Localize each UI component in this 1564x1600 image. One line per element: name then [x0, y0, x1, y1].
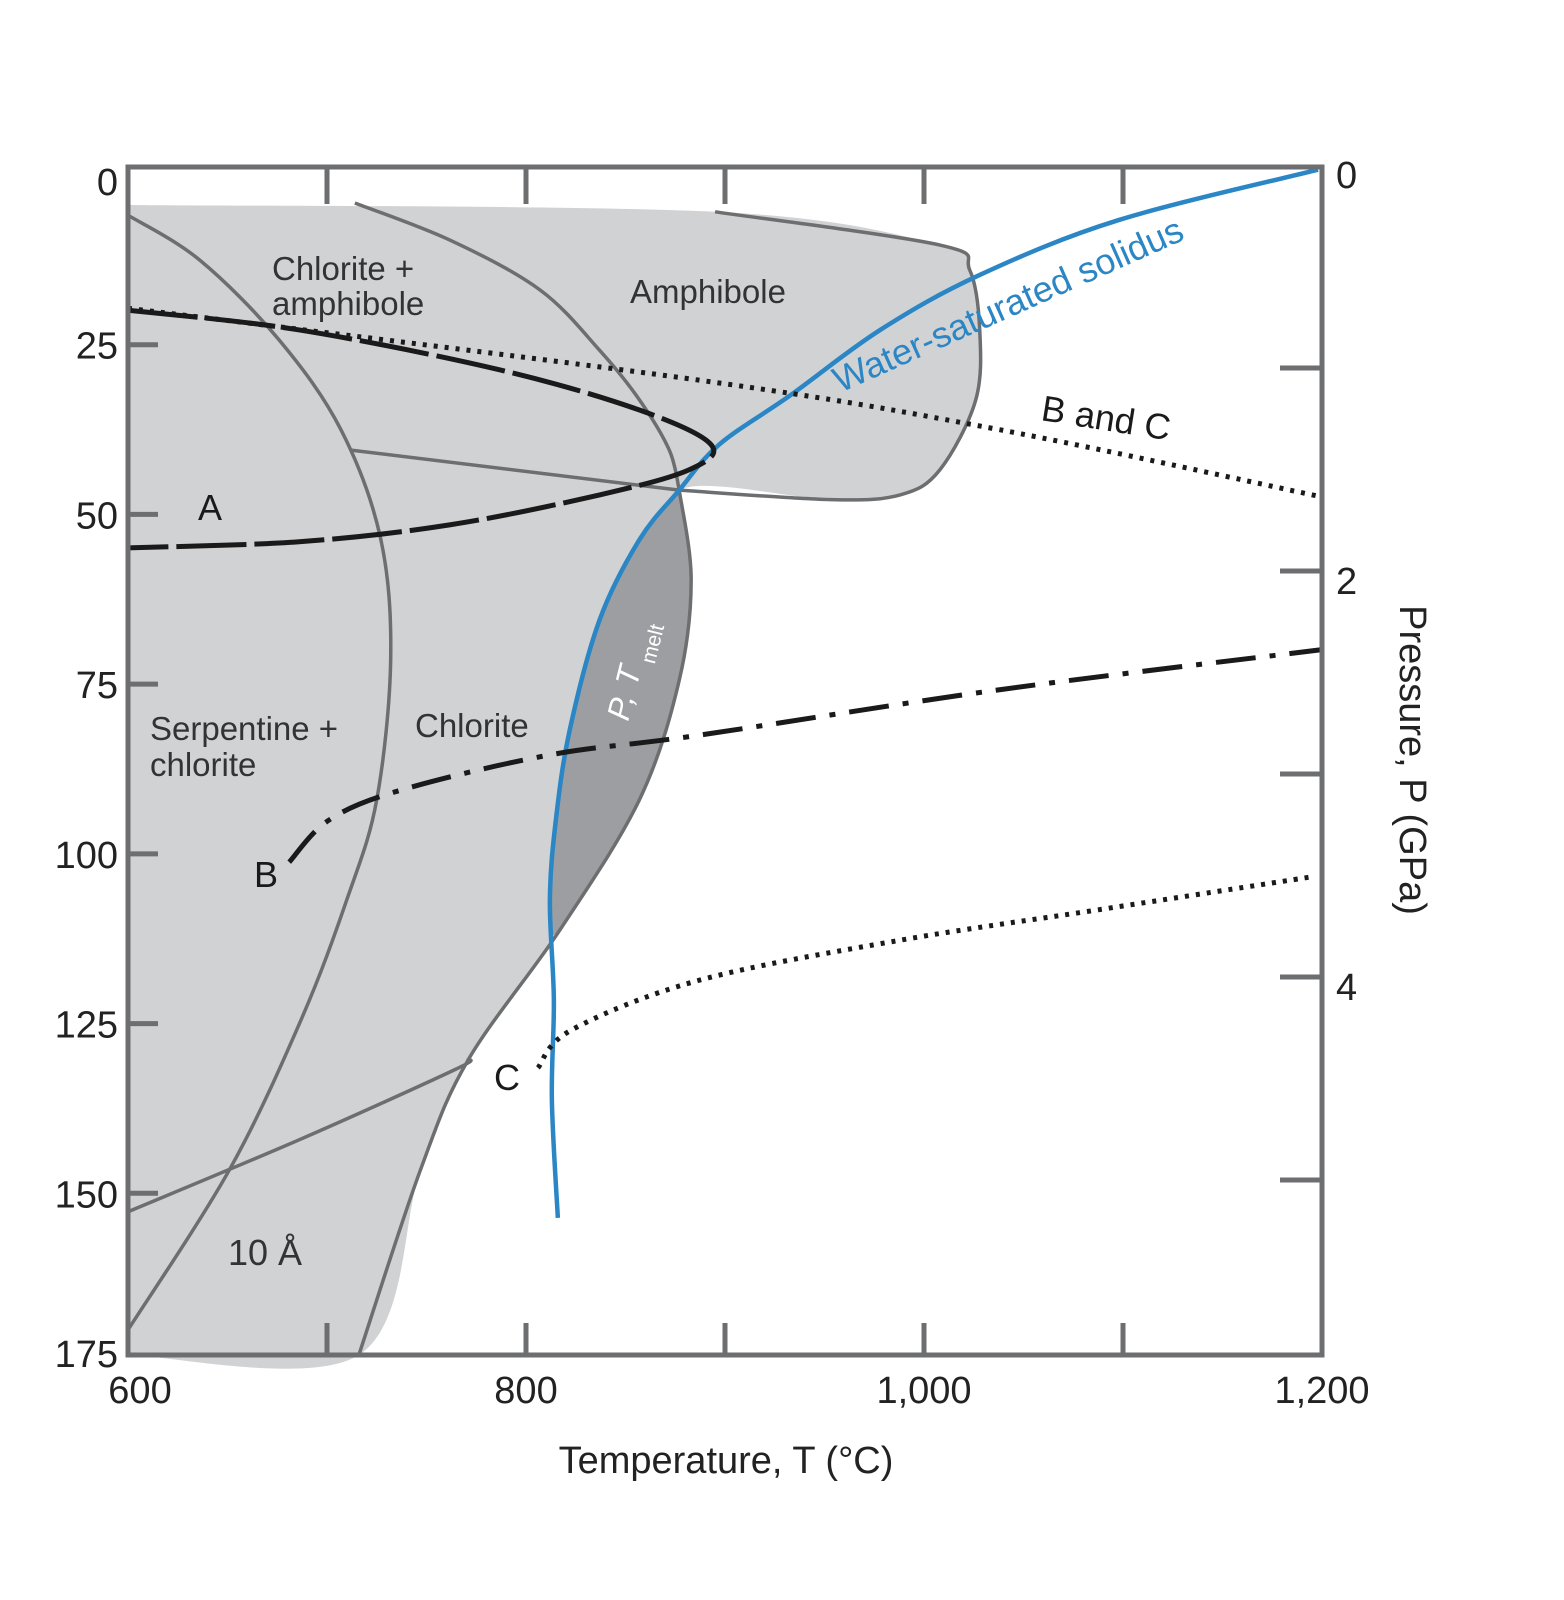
phase-boundary-5 — [127, 1057, 473, 1214]
phase-boundary-2 — [126, 213, 393, 1331]
label-serpentine-1: Serpentine + — [150, 710, 338, 747]
phase-boundary-4 — [350, 448, 680, 492]
series-line-b-and-c — [127, 305, 1323, 500]
y-left-tick-label: 125 — [55, 1005, 118, 1047]
phase-boundary-0 — [679, 210, 983, 502]
melt-field — [549, 490, 692, 936]
y-left-tick-label: 25 — [76, 326, 118, 368]
y-left-tick-label: 50 — [76, 495, 118, 537]
label-chlorite-amphibole-2: amphibole — [272, 285, 424, 322]
y-right-tick-label: 4 — [1336, 967, 1357, 1009]
axes-layer: 600 800 1,000 1,200 0 25 50 75 100 125 150 175 0 2 4 — [55, 155, 1370, 1412]
x-tick-label: 600 — [108, 1370, 171, 1412]
y-right-tick-label: 0 — [1336, 155, 1357, 197]
series-line-a — [127, 307, 717, 551]
series-line-water-saturated-solidus — [547, 167, 1319, 1218]
fields-layer — [126, 201, 983, 1369]
y-right-axis-title: Pressure, P (GPa) — [1391, 605, 1433, 915]
label-serpentine-2: chlorite — [150, 746, 256, 783]
x-tick-label: 1,000 — [876, 1370, 971, 1412]
series-line-b — [287, 647, 1323, 864]
x-tick-label: 1,200 — [1274, 1370, 1369, 1412]
y-right-tick-label: 2 — [1336, 561, 1357, 603]
series-line-c — [535, 874, 1311, 1070]
label-10-angstrom: 10 Å — [228, 1232, 302, 1273]
label-b: B — [254, 854, 278, 895]
label-b-and-c: B and C — [1039, 387, 1174, 448]
y-left-tick-label: 75 — [76, 665, 118, 707]
label-a: A — [198, 487, 222, 528]
label-chlorite: Chlorite — [415, 707, 529, 744]
x-tick-label: 800 — [494, 1370, 557, 1412]
series-layer — [127, 167, 1323, 1218]
phase-boundary-3 — [354, 201, 681, 491]
phase-boundary-1 — [357, 489, 693, 1356]
stability-field — [128, 205, 981, 1369]
label-c: C — [494, 1057, 520, 1098]
y-left-tick-label: 100 — [55, 835, 118, 877]
label-amphibole: Amphibole — [630, 273, 786, 310]
y-left-tick-label: 150 — [55, 1174, 118, 1216]
label-chlorite-amphibole-1: Chlorite + — [272, 250, 414, 287]
y-left-tick-label: 175 — [55, 1334, 118, 1376]
x-axis-title: Temperature, T (°C) — [559, 1440, 894, 1482]
y-left-tick-label: 0 — [97, 162, 118, 204]
